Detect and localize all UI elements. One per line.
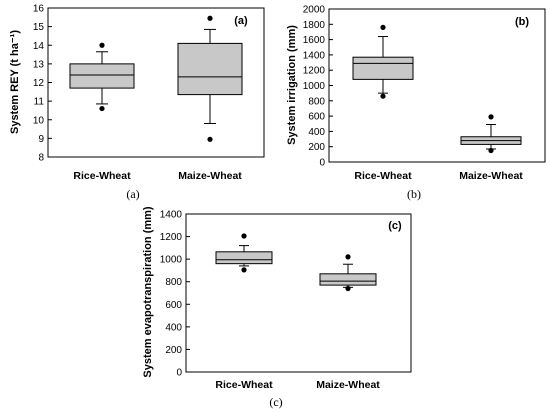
outlier-point-a-1-1 bbox=[207, 15, 213, 21]
outlier-point-a-0-1 bbox=[99, 42, 105, 48]
boxplot-c-0 bbox=[215, 233, 273, 273]
yticks-c: 0 200 400 600 800 1000 1200 1400 bbox=[160, 210, 183, 379]
yticks-a: 8 9 10 11 12 13 14 15 16 bbox=[33, 4, 45, 164]
outlier-point-c-0-0 bbox=[241, 267, 247, 273]
ytick-label-a-6: 14 bbox=[33, 41, 45, 52]
caption-a: (a) bbox=[126, 187, 139, 201]
ytick-label-c-6: 1200 bbox=[160, 232, 183, 243]
ytick-label-b-2: 400 bbox=[308, 127, 325, 138]
ytick-label-c-1: 200 bbox=[165, 345, 182, 356]
boxplot-b-1 bbox=[460, 114, 522, 154]
category-label-c-1: Maize-Wheat bbox=[316, 379, 380, 391]
ylabel-c: System evapotranspiration (mm) bbox=[142, 206, 154, 377]
outlier-point-b-1-0 bbox=[488, 147, 494, 154]
plot-frame-b bbox=[328, 8, 546, 163]
ytick-label-b-8: 1600 bbox=[303, 35, 326, 46]
boxes-b bbox=[352, 24, 522, 154]
outlier-point-b-1-1 bbox=[488, 114, 494, 120]
outlier-point-b-0-0 bbox=[380, 93, 386, 99]
ylabel-a: System REY (t ha⁻¹) bbox=[9, 30, 21, 134]
ytick-label-b-1: 200 bbox=[308, 142, 325, 153]
ytick-label-a-3: 11 bbox=[34, 97, 45, 108]
caption-b: (b) bbox=[407, 187, 421, 201]
box-c-0 bbox=[215, 251, 273, 265]
boxes-a bbox=[69, 15, 243, 142]
category-label-a-1: Maize-Wheat bbox=[178, 170, 242, 182]
outlier-point-c-1-1 bbox=[345, 254, 351, 260]
ytick-label-b-4: 800 bbox=[308, 96, 325, 107]
ytick-label-a-7: 15 bbox=[33, 22, 45, 33]
boxes-c bbox=[215, 233, 377, 292]
ytick-label-b-6: 1200 bbox=[303, 66, 326, 77]
panel-label-b: (b) bbox=[515, 16, 529, 28]
category-label-b-1: Maize-Wheat bbox=[459, 170, 523, 182]
ytick-label-b-0: 0 bbox=[319, 158, 325, 169]
box-b-0 bbox=[352, 56, 414, 80]
ylabel-b: System irrigation (mm) bbox=[286, 25, 298, 145]
category-label-c-0: Rice-Wheat bbox=[215, 379, 273, 391]
ytick-label-c-7: 1400 bbox=[160, 210, 183, 221]
ytick-label-b-10: 2000 bbox=[303, 5, 326, 16]
ytick-label-c-2: 400 bbox=[165, 322, 182, 333]
ytick-marks-a bbox=[48, 7, 52, 158]
panel-label-c: (c) bbox=[388, 220, 402, 232]
boxplot-a-0 bbox=[69, 42, 135, 112]
ytick-label-b-5: 1000 bbox=[303, 81, 326, 92]
outlier-point-a-1-0 bbox=[207, 136, 213, 142]
boxplot-a-1 bbox=[177, 15, 243, 142]
ytick-marks-c bbox=[186, 213, 190, 373]
ytick-label-b-7: 1400 bbox=[303, 50, 326, 61]
yticks-b: 0 200 400 600 800 1000 1200 1400 1600 1800 2000 bbox=[303, 5, 326, 169]
plot-frame-a bbox=[47, 7, 265, 158]
outlier-point-b-0-1 bbox=[380, 24, 386, 30]
outlier-point-a-0-0 bbox=[99, 105, 105, 112]
box-a-1 bbox=[177, 42, 243, 96]
ytick-label-c-3: 600 bbox=[165, 300, 182, 311]
panel-a: System REY (t ha⁻¹) 8 9 10 11 12 13 14 15 16 (a)… bbox=[9, 4, 265, 201]
ytick-label-a-1: 9 bbox=[38, 134, 44, 145]
box-c-1 bbox=[319, 273, 377, 286]
panel-c: System evapotranspiration (mm) 0 200 400 60… bbox=[142, 206, 412, 409]
panel-label-a: (a) bbox=[234, 15, 248, 27]
category-label-b-0: Rice-Wheat bbox=[354, 170, 412, 182]
ytick-label-b-9: 1800 bbox=[303, 20, 326, 31]
ytick-label-c-0: 0 bbox=[176, 368, 182, 379]
box-a-0 bbox=[69, 63, 135, 89]
ytick-label-a-0: 8 bbox=[38, 153, 44, 164]
ytick-label-a-5: 13 bbox=[33, 59, 45, 70]
outlier-point-c-1-0 bbox=[345, 285, 351, 292]
category-label-a-0: Rice-Wheat bbox=[73, 170, 131, 182]
panel-b: System irrigation (mm) 0 200 400 600 800 1000… bbox=[286, 5, 546, 201]
outlier-point-c-0-1 bbox=[241, 233, 247, 239]
plot-frame-c bbox=[185, 213, 412, 373]
ytick-label-a-4: 12 bbox=[33, 78, 45, 89]
ytick-label-b-3: 600 bbox=[308, 112, 325, 123]
ytick-label-c-4: 800 bbox=[165, 277, 182, 288]
ytick-label-a-8: 16 bbox=[33, 4, 45, 15]
boxplot-c-1 bbox=[319, 254, 377, 292]
ytick-marks-b bbox=[329, 8, 333, 163]
boxplot-b-0 bbox=[352, 24, 414, 99]
ytick-label-a-2: 10 bbox=[33, 115, 45, 126]
ytick-label-c-5: 1000 bbox=[160, 255, 183, 266]
caption-c: (c) bbox=[269, 395, 282, 409]
